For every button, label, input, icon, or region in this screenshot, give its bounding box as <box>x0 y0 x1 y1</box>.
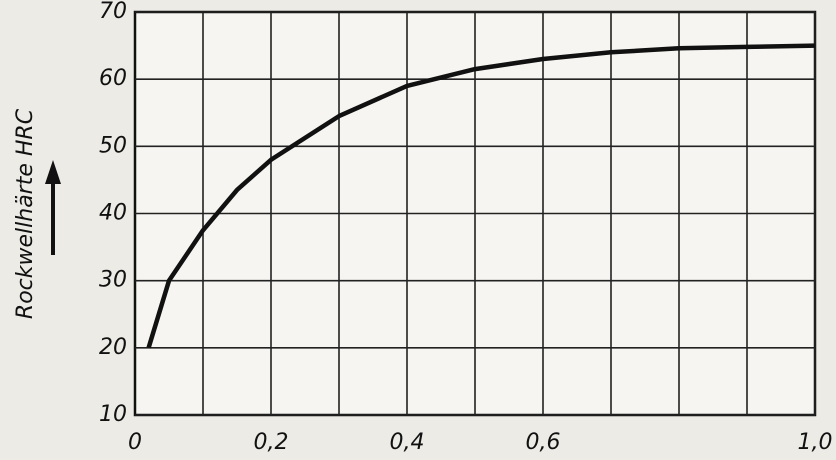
y-tick-label: 70 <box>99 0 127 24</box>
x-tick-label: 0,6 <box>526 430 561 455</box>
y-tick-label: 60 <box>99 66 127 91</box>
y-tick-label: 10 <box>99 402 127 427</box>
y-tick-label: 20 <box>99 335 127 360</box>
axis-arrow-head <box>45 160 61 184</box>
y-tick-label: 30 <box>99 268 127 293</box>
line <box>146 43 816 349</box>
x-tick-label: 0 <box>128 430 142 455</box>
x-tick-label: 0,2 <box>254 430 289 455</box>
x-tick-label: 0,4 <box>390 430 425 455</box>
y-tick-label: 50 <box>99 133 127 158</box>
x-tick-label: 1,0 <box>798 430 833 455</box>
y-tick-label: 40 <box>99 201 127 226</box>
y-axis-label: Rockwellhärte HRC <box>13 108 38 319</box>
